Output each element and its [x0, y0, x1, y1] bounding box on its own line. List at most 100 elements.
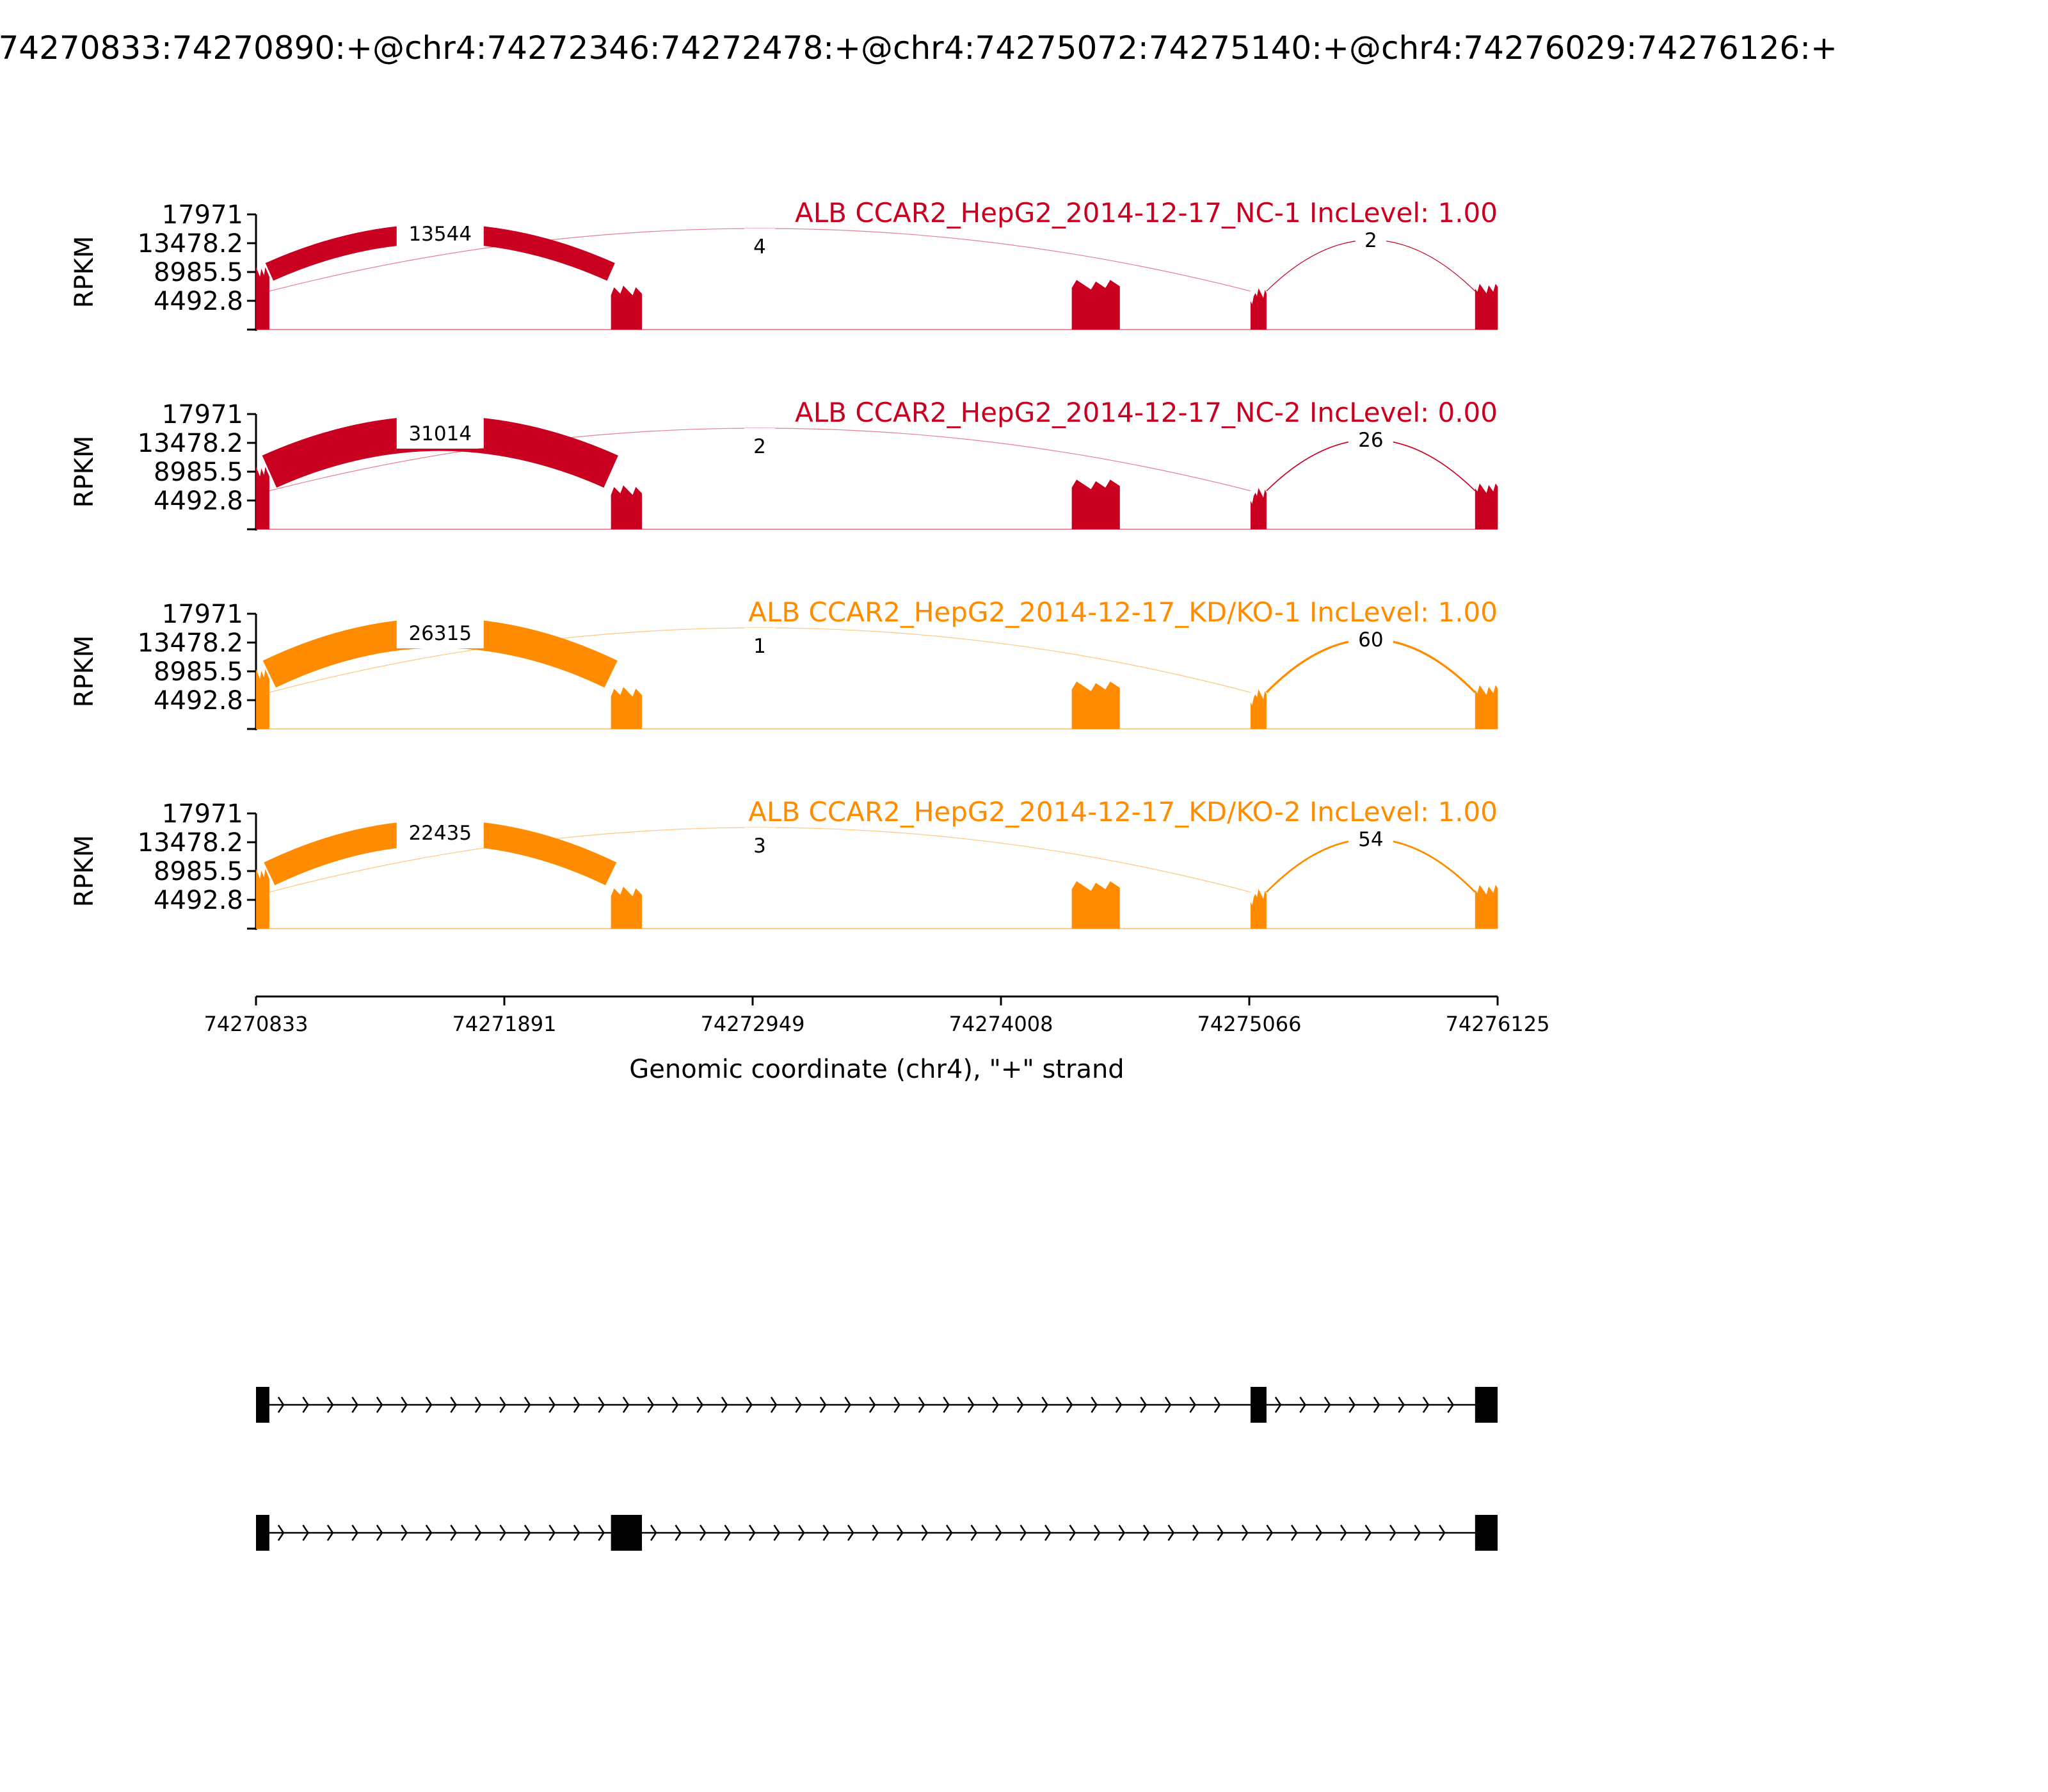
strand-chevron — [1315, 1524, 1323, 1541]
strand-chevron — [302, 1396, 309, 1413]
strand-chevron — [844, 1396, 851, 1413]
strand-chevron — [675, 1524, 682, 1541]
junction-count-label: 4 — [753, 236, 766, 259]
x-tick-label: 74276125 — [1446, 1012, 1550, 1036]
isoform-exon-2 — [1250, 1387, 1267, 1423]
junction-count-label: 3 — [753, 835, 766, 858]
exon-coverage-3 — [1071, 479, 1120, 529]
strand-chevron — [893, 1396, 900, 1413]
strand-chevron — [746, 1396, 753, 1413]
y-tick-label: 8985.5 — [154, 258, 243, 287]
y-tick-label: 8985.5 — [154, 458, 243, 487]
strand-chevron — [1093, 1524, 1101, 1541]
strand-chevron — [376, 1524, 383, 1541]
strand-chevron — [1020, 1524, 1027, 1541]
strand-chevron — [896, 1524, 904, 1541]
strand-chevron — [699, 1524, 707, 1541]
strand-chevron — [1118, 1524, 1126, 1541]
strand-chevron — [277, 1396, 285, 1413]
strand-chevron — [1217, 1524, 1224, 1541]
exon-coverage-3 — [1071, 681, 1120, 729]
exon-coverage-2 — [611, 285, 643, 330]
strand-chevron — [943, 1396, 950, 1413]
x-axis-label: Genomic coordinate (chr4), "+" strand — [629, 1055, 1124, 1084]
strand-chevron — [819, 1396, 827, 1413]
junction-count-label: 13544 — [408, 223, 472, 246]
exon-coverage-4 — [1250, 689, 1267, 729]
strand-chevron — [573, 1524, 580, 1541]
junction-count-label: 26 — [1358, 429, 1383, 452]
y-tick-label: 17971 — [162, 799, 243, 829]
strand-chevron — [724, 1524, 732, 1541]
sample-label: ALB CCAR2_HepG2_2014-12-17_NC-2 IncLevel… — [795, 397, 1498, 428]
strand-chevron — [748, 1524, 756, 1541]
junction-count-box — [1348, 821, 1393, 854]
strand-chevron — [868, 1396, 876, 1413]
strand-chevron — [1389, 1524, 1396, 1541]
y-tick-label: 13478.2 — [138, 828, 243, 858]
strand-chevron — [598, 1524, 605, 1541]
strand-chevron — [1274, 1396, 1282, 1413]
strand-chevron — [1041, 1396, 1048, 1413]
strand-chevron — [1069, 1524, 1076, 1541]
junction-count-box — [396, 216, 484, 249]
junction-count-label: 31014 — [408, 422, 472, 445]
strand-chevron — [1192, 1524, 1199, 1541]
junction-count-box — [744, 828, 775, 861]
junction-count-label: 22435 — [408, 822, 472, 845]
strand-chevron — [1189, 1396, 1196, 1413]
strand-chevron — [967, 1396, 975, 1413]
sample-label: ALB CCAR2_HepG2_2014-12-17_KD/KO-1 IncLe… — [748, 596, 1498, 628]
strand-chevron — [918, 1396, 925, 1413]
strand-chevron — [401, 1524, 408, 1541]
strand-chevron — [1164, 1396, 1172, 1413]
exon-coverage-4 — [1250, 889, 1267, 929]
junction-count-box — [1348, 621, 1393, 655]
x-axis: 74270833 74271891 74272949 74274008 74275066… — [204, 995, 1550, 1036]
isoform-exon-2 — [611, 1515, 643, 1551]
sample-label: ALB CCAR2_HepG2_2014-12-17_KD/KO-2 IncLe… — [748, 796, 1498, 828]
y-tick-label: 13478.2 — [138, 429, 243, 458]
strand-chevron — [992, 1396, 999, 1413]
junction-count-label: 2 — [753, 435, 766, 458]
junction-count-box — [744, 228, 775, 262]
y-tick-label: 17971 — [162, 200, 243, 230]
exon-coverage-5 — [1475, 685, 1498, 729]
strand-chevron — [450, 1524, 457, 1541]
strand-chevron — [1115, 1396, 1123, 1413]
exon-coverage-3 — [1071, 280, 1120, 330]
strand-chevron — [1438, 1524, 1446, 1541]
y-axis-label: RPKM — [70, 436, 99, 508]
junction-count-label: 54 — [1358, 828, 1383, 851]
strand-chevron — [797, 1524, 805, 1541]
y-tick-label: 8985.5 — [154, 857, 243, 886]
strand-chevron — [696, 1396, 703, 1413]
strand-chevron — [822, 1524, 830, 1541]
isoform-1 — [256, 1387, 1498, 1423]
strand-chevron — [1167, 1524, 1175, 1541]
strand-chevron — [1299, 1396, 1306, 1413]
strand-chevron — [1364, 1524, 1372, 1541]
strand-chevron — [425, 1524, 433, 1541]
strand-chevron — [326, 1524, 334, 1541]
exon-coverage-1 — [256, 467, 269, 529]
isoform-exon-1 — [256, 1515, 269, 1551]
strand-chevron — [1044, 1524, 1052, 1541]
y-tick-label: 4492.8 — [154, 886, 243, 915]
isoform-exon-3 — [1475, 1387, 1498, 1423]
strand-chevron — [499, 1524, 506, 1541]
junction-count-label: 60 — [1358, 628, 1383, 652]
exon-coverage-2 — [611, 886, 643, 929]
strand-chevron — [770, 1396, 778, 1413]
y-tick-label: 8985.5 — [154, 657, 243, 687]
strand-chevron — [1398, 1396, 1405, 1413]
strand-chevron — [474, 1396, 482, 1413]
junction-count-box — [744, 628, 775, 661]
strand-chevron — [1340, 1524, 1347, 1541]
x-tick-label: 74272949 — [701, 1012, 805, 1036]
strand-chevron — [524, 1396, 531, 1413]
plot-title: chr4:74270833:74270890:+@chr4:74272346:7… — [0, 29, 1837, 67]
y-tick-label: 13478.2 — [138, 229, 243, 259]
